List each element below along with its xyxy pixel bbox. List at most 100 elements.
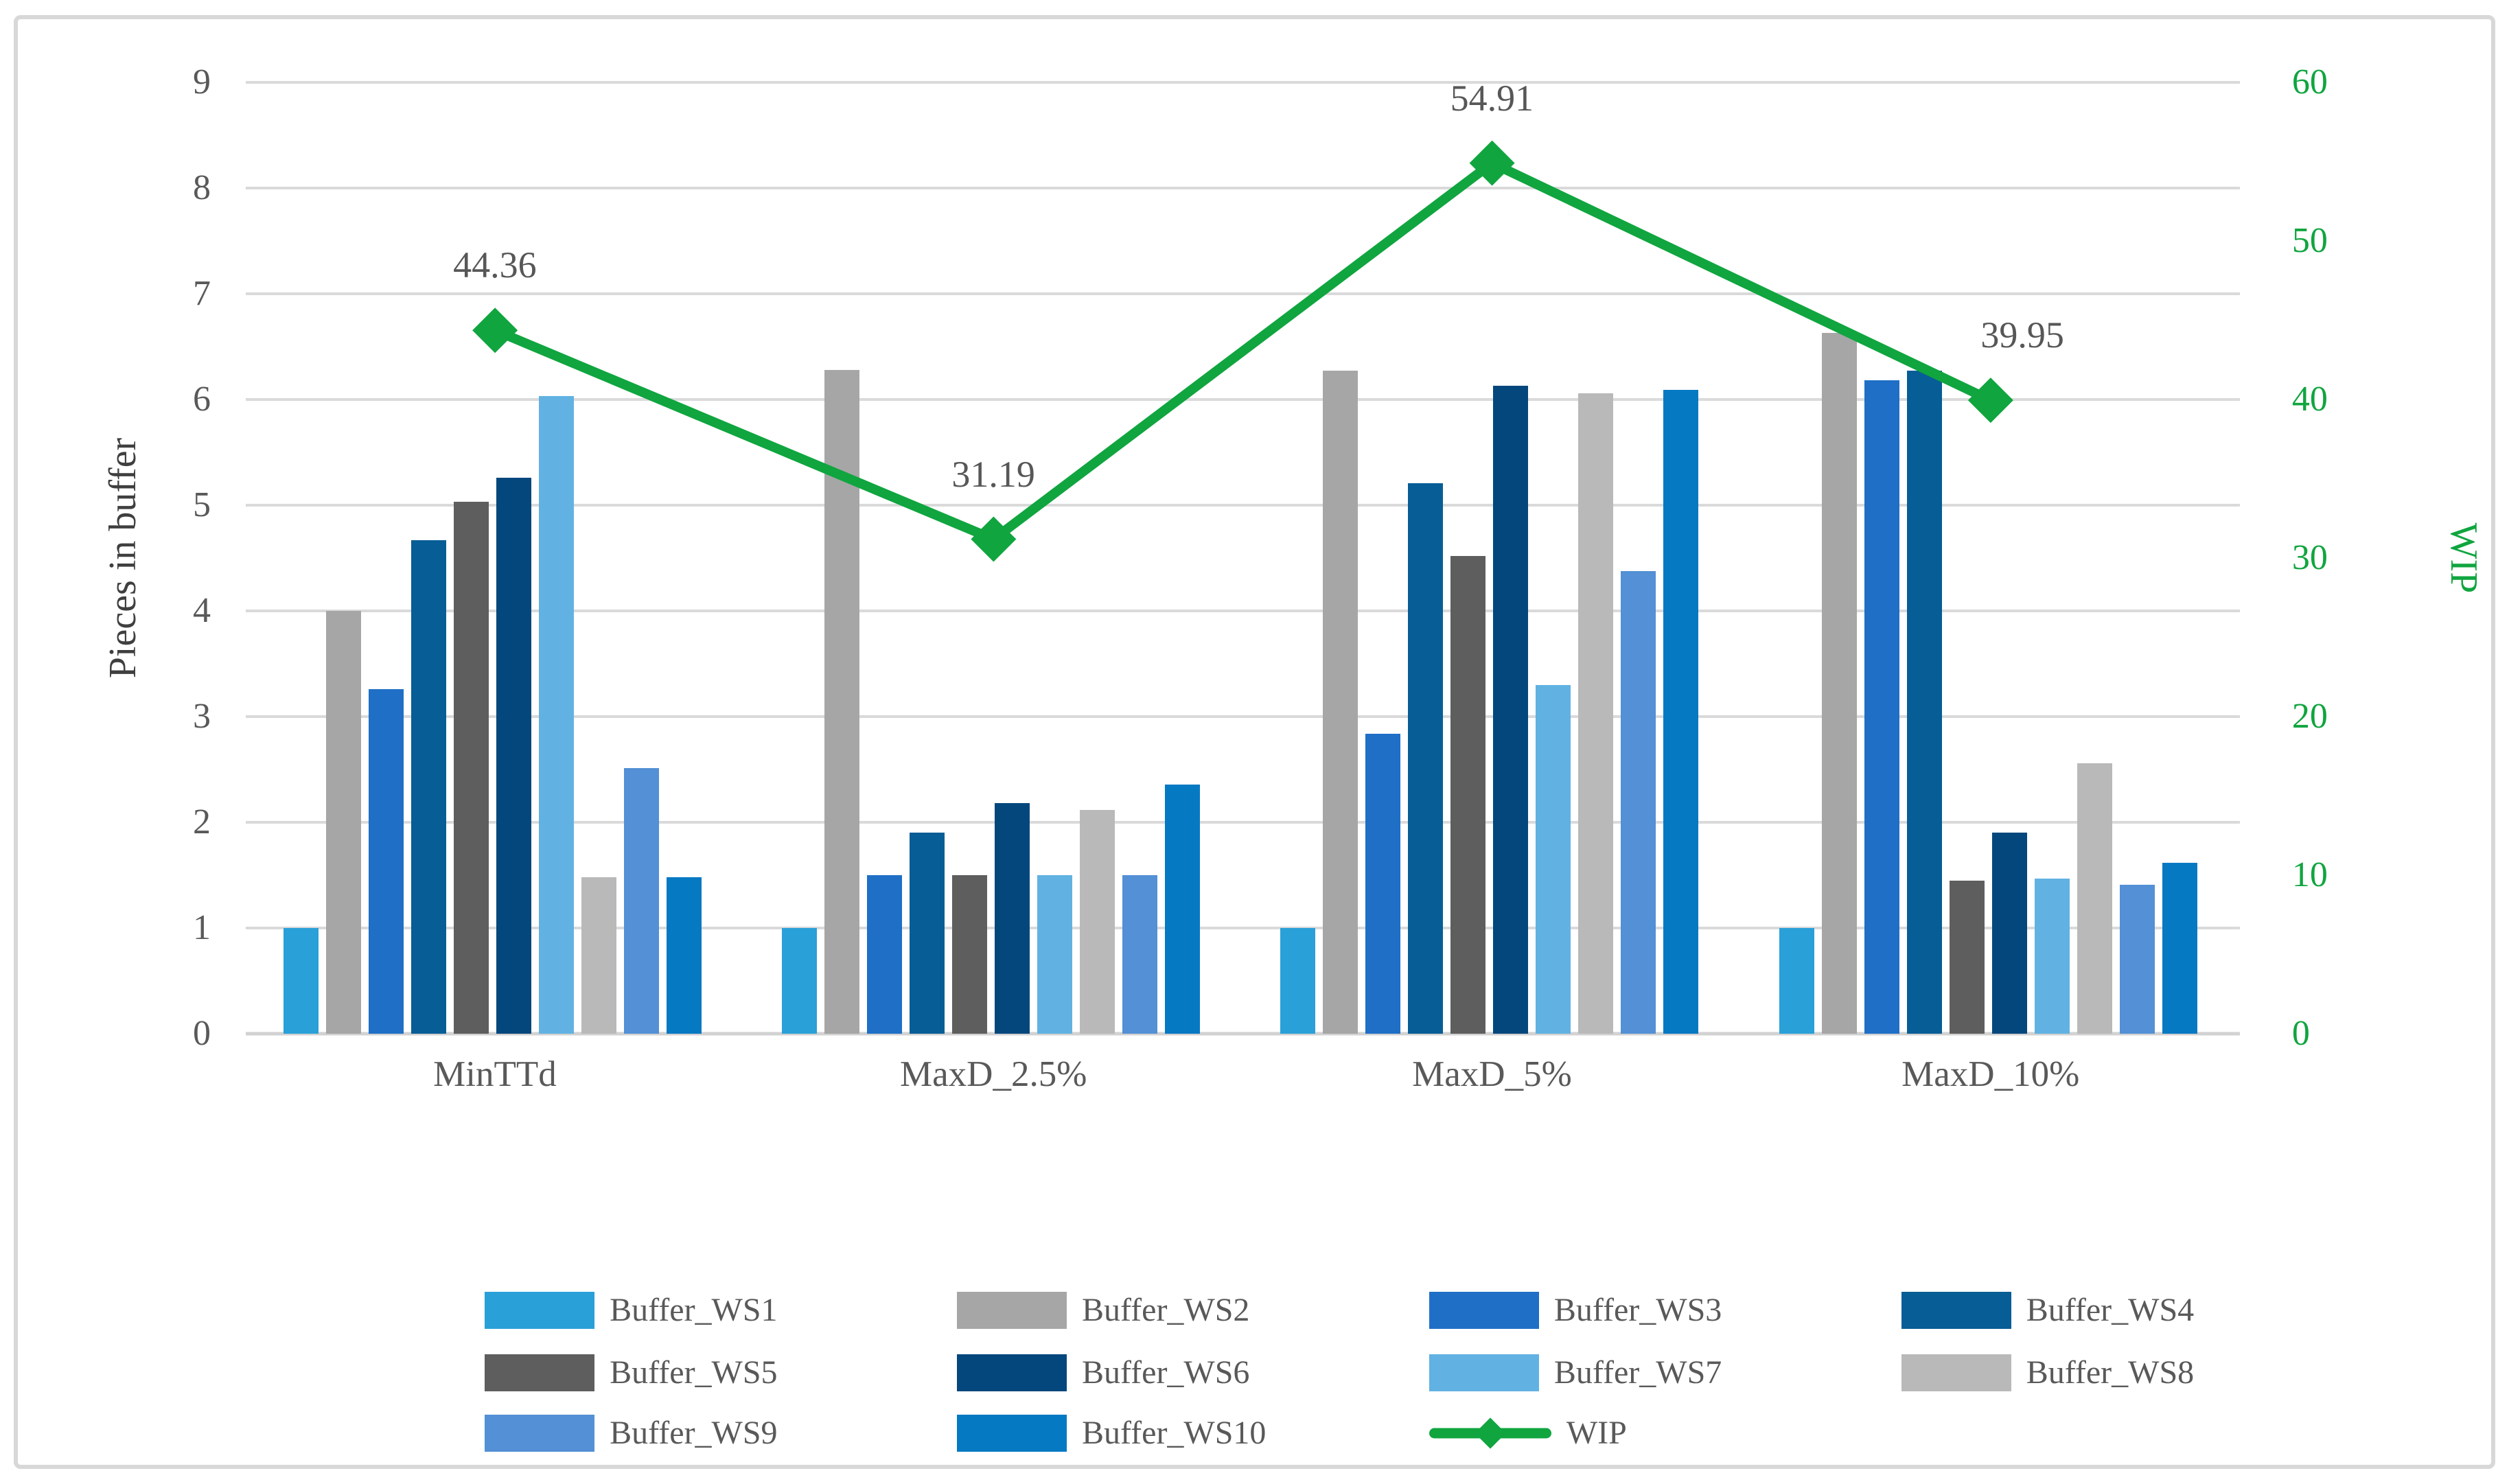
- left-axis-tick-label: 7: [193, 274, 211, 313]
- bar-Buffer_WS10-MaxD_2.5%: [1165, 784, 1201, 1034]
- right-axis-tick-label: 40: [2291, 380, 2328, 419]
- bar-Buffer_WS5-MaxD_10%: [1949, 880, 1985, 1034]
- legend-item-Buffer_WS10: Buffer_WS10: [957, 1415, 1266, 1452]
- bar-Buffer_WS7-MaxD_10%: [2034, 878, 2070, 1034]
- left-axis-tick-label: 6: [193, 380, 211, 419]
- bar-Buffer_WS2-MaxD_5%: [1323, 371, 1358, 1034]
- bar-Buffer_WS6-MaxD_10%: [1991, 833, 2027, 1034]
- legend-item-Buffer_WS4: Buffer_WS4: [1901, 1292, 2195, 1330]
- gridline: [245, 504, 2240, 507]
- bar-Buffer_WS9-MaxD_2.5%: [1122, 875, 1158, 1034]
- bar-Buffer_WS6-MaxD_5%: [1493, 385, 1529, 1034]
- legend-label: Buffer_WS3: [1553, 1292, 1722, 1329]
- legend-swatch: [957, 1292, 1067, 1330]
- left-axis-tick-label: 8: [193, 167, 211, 207]
- legend-item-Buffer_WS6: Buffer_WS6: [957, 1354, 1249, 1391]
- wip-marker-diamond: [472, 308, 518, 353]
- bar-Buffer_WS7-MaxD_5%: [1536, 684, 1571, 1034]
- wip-marker-diamond: [1469, 140, 1515, 186]
- chart-outer-border: [14, 15, 2495, 1469]
- bar-Buffer_WS1-MinTTd: [283, 928, 319, 1034]
- bar-Buffer_WS8-MaxD_10%: [2077, 763, 2112, 1034]
- left-axis-tick-label: 0: [193, 1014, 211, 1054]
- wip-data-label: 39.95: [1980, 314, 2064, 356]
- gridline: [245, 187, 2240, 189]
- bar-Buffer_WS9-MaxD_5%: [1621, 570, 1656, 1034]
- bar-Buffer_WS1-MaxD_10%: [1779, 928, 1814, 1034]
- category-label-MaxD_2.5%: MaxD_2.5%: [900, 1054, 1087, 1095]
- category-label-MaxD_5%: MaxD_5%: [1412, 1054, 1572, 1095]
- right-axis-tick-label: 20: [2291, 697, 2328, 737]
- bar-Buffer_WS5-MaxD_5%: [1450, 555, 1486, 1034]
- legend-swatch: [1429, 1354, 1539, 1391]
- legend-swatch: [1901, 1292, 2011, 1330]
- bar-Buffer_WS10-MinTTd: [666, 877, 702, 1034]
- gridline: [245, 610, 2240, 613]
- bar-Buffer_WS5-MaxD_2.5%: [952, 875, 988, 1034]
- wip-line-chart: [472, 140, 2013, 562]
- plot-area: 44.36 31.19 54.91 39.95: [245, 78, 2240, 1036]
- legend-label: WIP: [1566, 1415, 1627, 1452]
- legend-line-marker-icon: [1429, 1415, 1551, 1452]
- legend-swatch: [957, 1415, 1067, 1452]
- bar-Buffer_WS3-MaxD_10%: [1864, 380, 1899, 1034]
- right-axis-tick-label: 50: [2291, 221, 2328, 260]
- left-axis-tick-label: 9: [193, 62, 211, 102]
- left-axis-title: Pieces in buffer: [102, 437, 145, 679]
- gridline: [245, 927, 2240, 930]
- bar-Buffer_WS8-MinTTd: [581, 877, 616, 1034]
- gridline: [245, 292, 2240, 295]
- bar-Buffer_WS9-MaxD_10%: [2119, 884, 2155, 1034]
- bar-Buffer_WS3-MaxD_5%: [1365, 733, 1401, 1034]
- legend-item-Buffer_WS1: Buffer_WS1: [485, 1292, 778, 1330]
- bar-Buffer_WS4-MaxD_5%: [1408, 483, 1444, 1034]
- bar-Buffer_WS6-MinTTd: [496, 477, 531, 1034]
- bar-Buffer_WS4-MinTTd: [411, 540, 446, 1034]
- right-axis-title: WIP: [2442, 522, 2486, 594]
- legend-label: Buffer_WS5: [610, 1354, 778, 1391]
- legend-label: Buffer_WS9: [610, 1415, 778, 1452]
- category-label-MinTTd: MinTTd: [433, 1054, 557, 1095]
- bar-Buffer_WS3-MaxD_2.5%: [867, 875, 903, 1034]
- legend-item-Buffer_WS9: Buffer_WS9: [485, 1415, 778, 1452]
- legend-swatch: [485, 1415, 595, 1452]
- bar-Buffer_WS8-MaxD_2.5%: [1080, 809, 1115, 1034]
- category-label-MaxD_10%: MaxD_10%: [1901, 1054, 2080, 1095]
- bar-Buffer_WS10-MaxD_10%: [2162, 862, 2197, 1034]
- legend-label: Buffer_WS2: [1082, 1292, 1250, 1329]
- legend-diamond-icon: [1475, 1417, 1506, 1450]
- bar-Buffer_WS7-MinTTd: [538, 396, 574, 1034]
- right-axis-tick-label: 10: [2291, 855, 2328, 895]
- bar-Buffer_WS1-MaxD_5%: [1280, 928, 1316, 1034]
- bar-Buffer_WS3-MinTTd: [368, 688, 404, 1034]
- gridline: [245, 821, 2240, 824]
- left-axis-tick-label: 5: [193, 485, 211, 525]
- legend-label: Buffer_WS6: [1082, 1354, 1250, 1391]
- bar-Buffer_WS2-MaxD_10%: [1821, 332, 1857, 1034]
- legend-swatch: [1429, 1292, 1539, 1330]
- legend-item-Buffer_WS2: Buffer_WS2: [957, 1292, 1250, 1330]
- legend-swatch: [957, 1354, 1067, 1391]
- gridline: [245, 80, 2240, 84]
- legend-label: Buffer_WS4: [2026, 1292, 2195, 1329]
- bar-Buffer_WS4-MaxD_10%: [1906, 371, 1942, 1034]
- gridline: [245, 398, 2240, 401]
- legend-swatch: [485, 1354, 595, 1391]
- legend-label: Buffer_WS1: [610, 1292, 778, 1329]
- bar-Buffer_WS8-MaxD_5%: [1578, 393, 1614, 1034]
- wip-data-label: 44.36: [453, 244, 537, 286]
- legend-item-Buffer_WS3: Buffer_WS3: [1429, 1292, 1722, 1330]
- legend-swatch: [1901, 1354, 2011, 1391]
- bar-Buffer_WS10-MaxD_5%: [1663, 390, 1699, 1034]
- wip-marker-diamond: [1967, 378, 2013, 424]
- legend-swatch: [485, 1292, 595, 1330]
- legend-label: Buffer_WS7: [1553, 1354, 1722, 1391]
- right-axis-tick-label: 0: [2291, 1014, 2310, 1054]
- wip-line: [489, 158, 1996, 544]
- bar-Buffer_WS1-MaxD_2.5%: [782, 928, 818, 1034]
- bar-Buffer_WS9-MinTTd: [623, 768, 659, 1034]
- legend-item-Buffer_WS5: Buffer_WS5: [485, 1354, 778, 1391]
- bar-Buffer_WS4-MaxD_2.5%: [910, 833, 945, 1034]
- left-axis-tick-label: 3: [193, 697, 211, 737]
- wip-data-label: 31.19: [951, 453, 1035, 495]
